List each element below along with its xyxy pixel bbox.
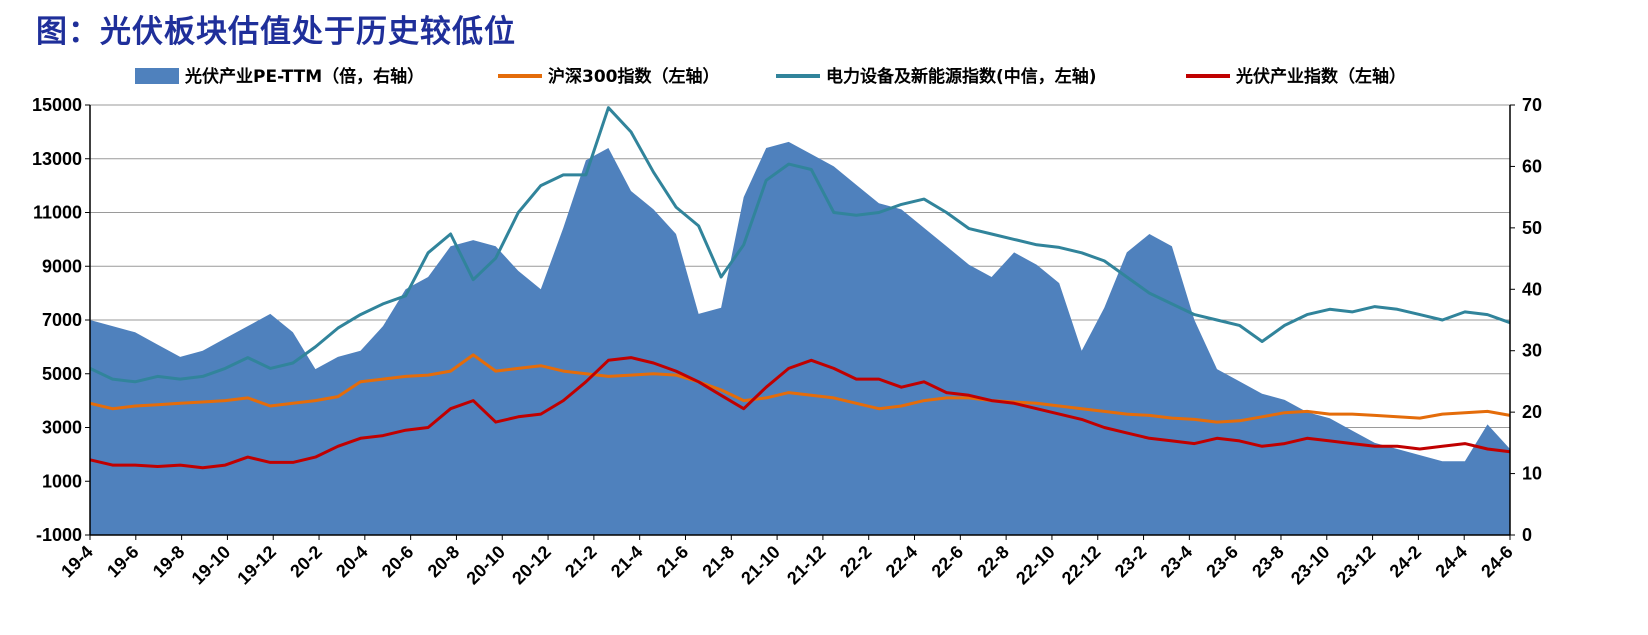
x-tick-label-27: 23-10: [1287, 542, 1334, 589]
legend: 光伏产业PE-TTM（倍，右轴） 沪深300指数（左轴） 电力设备及新能源指数(中信…: [135, 66, 1406, 87]
y-left-tick-label-0: -1000: [36, 525, 82, 545]
x-tick-label-22: 22-12: [1058, 542, 1105, 589]
y-right-tick-label-7: 70: [1522, 95, 1542, 115]
x-tick-label-13: 21-6: [653, 542, 693, 582]
y-right-tick-label-1: 10: [1522, 464, 1542, 484]
y-left-tick-label-6: 11000: [33, 203, 82, 223]
y-left-tick-label-8: 15000: [32, 95, 82, 115]
y-right-tick-label-0: 0: [1522, 525, 1532, 545]
x-tick-label-16: 21-12: [783, 542, 830, 589]
y-right-tick-label-4: 40: [1522, 279, 1542, 299]
y-right-tick-label-3: 30: [1522, 341, 1542, 361]
x-tick-label-14: 21-8: [698, 542, 738, 582]
x-tick-label-28: 23-12: [1333, 542, 1380, 589]
y-left-tick-label-5: 9000: [42, 256, 82, 276]
x-tick-label-31: 24-6: [1477, 542, 1517, 582]
x-tick-label-17: 22-2: [836, 542, 876, 582]
x-tick-label-0: 19-4: [57, 542, 97, 582]
x-tick-label-4: 19-12: [233, 542, 280, 589]
y-left-tick-label-2: 3000: [42, 418, 82, 438]
x-tick-label-1: 19-6: [103, 542, 143, 582]
y-left-tick-label-7: 13000: [32, 149, 82, 169]
series-3-line: [89, 356, 1511, 470]
legend-swatch-0: [135, 68, 179, 84]
line-series: [89, 106, 1511, 470]
y-axis-left-ticks: -1000 1000 3000 5000 7000 9000 11000 13000 15000: [32, 95, 90, 545]
x-tick-label-30: 24-4: [1431, 542, 1471, 582]
legend-label-2: 电力设备及新能源指数(中信，左轴): [826, 66, 1097, 87]
x-tick-label-2: 19-8: [149, 542, 189, 582]
legend-label-1: 沪深300指数（左轴）: [548, 66, 720, 87]
x-tick-label-25: 23-6: [1202, 542, 1242, 582]
x-tick-label-10: 20-12: [508, 542, 555, 589]
y-right-tick-label-2: 20: [1522, 402, 1542, 422]
x-tick-label-11: 21-2: [561, 542, 601, 582]
x-tick-label-9: 20-10: [462, 542, 509, 589]
y-left-tick-label-3: 5000: [42, 364, 82, 384]
x-tick-label-12: 21-4: [607, 542, 647, 582]
series-2-line: [89, 106, 1511, 384]
series-1-line: [89, 353, 1511, 424]
y-left-tick-label-1: 1000: [42, 471, 82, 491]
x-tick-label-21: 22-10: [1012, 542, 1059, 589]
y-axis-right-ticks: 0 10 20 30 40 50 60 70: [1510, 95, 1542, 545]
x-tick-label-6: 20-4: [332, 542, 372, 582]
x-tick-label-19: 22-6: [928, 542, 968, 582]
x-tick-label-15: 21-10: [737, 542, 784, 589]
x-tick-label-3: 19-10: [188, 542, 235, 589]
pe-area-series: [90, 141, 1510, 535]
x-tick-label-7: 20-6: [378, 542, 418, 582]
figure-title: 图：光伏板块估值处于历史较低位: [36, 14, 516, 50]
x-tick-label-29: 24-2: [1386, 542, 1426, 582]
y-right-tick-label-5: 50: [1522, 218, 1542, 238]
x-tick-label-18: 22-4: [882, 542, 922, 582]
x-tick-label-24: 23-4: [1157, 542, 1197, 582]
legend-label-0: 光伏产业PE-TTM（倍，右轴）: [184, 66, 424, 87]
y-left-tick-label-4: 7000: [42, 310, 82, 330]
x-axis-ticks: 19-4 19-6 19-8 19-10 19-12 20-2 20-4 20-6 20-8 20…: [57, 535, 1517, 588]
x-tick-label-23: 23-2: [1111, 542, 1151, 582]
x-tick-label-5: 20-2: [286, 542, 326, 582]
y-right-tick-label-6: 60: [1522, 156, 1542, 176]
series-0-area: [90, 141, 1510, 535]
x-tick-label-8: 20-8: [424, 542, 464, 582]
x-tick-label-26: 23-8: [1248, 542, 1288, 582]
legend-label-3: 光伏产业指数（左轴）: [1235, 66, 1406, 87]
x-tick-label-20: 22-8: [973, 542, 1013, 582]
